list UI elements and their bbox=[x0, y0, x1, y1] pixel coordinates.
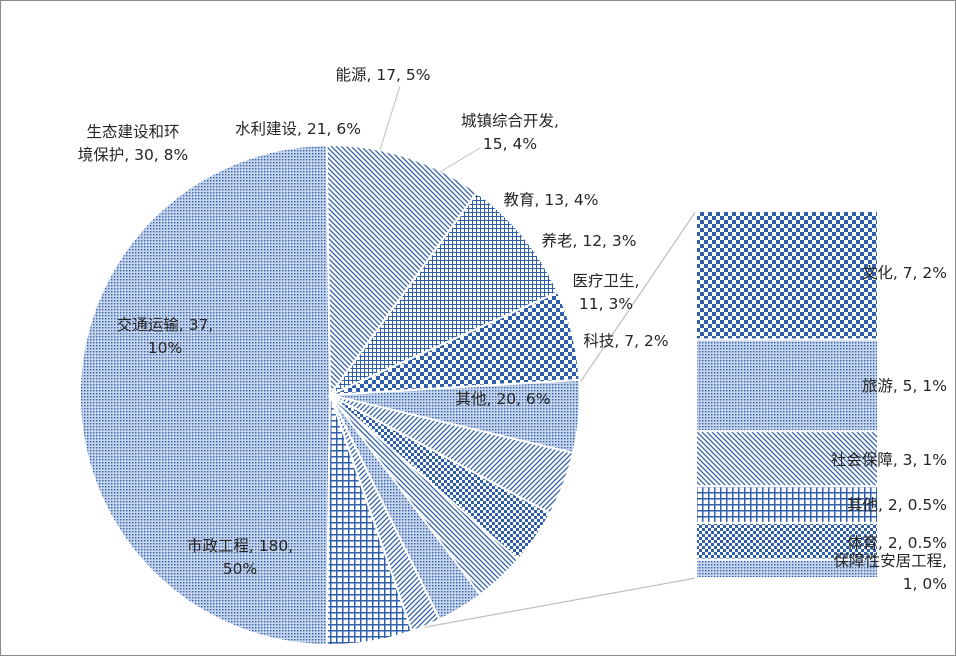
data-labels: 市政工程, 180, 50% 交通运输, 37, 10% 生态建设和环境保护, 30, … bbox=[78, 66, 947, 593]
secondary-bar-segments bbox=[695, 210, 879, 580]
bar-label-5: 体育, 2, 0.5% bbox=[847, 534, 947, 552]
leader-line-5 bbox=[379, 85, 401, 151]
pie-slice-2 bbox=[325, 144, 479, 399]
bar-label-4: 其他, 2, 0.5% bbox=[847, 496, 947, 514]
pie-slice-1 bbox=[78, 144, 332, 646]
bar-label-6: 保障性安居工程, 1, 0% bbox=[834, 552, 947, 593]
leader-line-6 bbox=[439, 147, 481, 173]
label-e5b882e694bfe5b7a5e7a88b: 市政工程, 180, 50% bbox=[187, 537, 293, 578]
bar-label-1: 文化, 7, 2% bbox=[862, 264, 947, 282]
bar-label-3: 社会保障, 3, 1% bbox=[831, 451, 947, 469]
pie-slices bbox=[78, 144, 581, 646]
label-e58cbbe79697e58dabe7949f: 医疗卫生, 11, 3% bbox=[573, 272, 640, 313]
bar-segment-6 bbox=[695, 558, 879, 580]
label-e59f8ee99587e7bbbce59088: 城镇综合开发, 15, 4% bbox=[461, 112, 559, 153]
label-e585bbe88081: 养老, 12, 3% bbox=[541, 232, 636, 250]
bar-label-2: 旅游, 5, 1% bbox=[862, 377, 947, 395]
label-e7a791e68a80: 科技, 7, 2% bbox=[583, 332, 668, 350]
pie-slice-3 bbox=[326, 191, 560, 398]
bar-segment-3 bbox=[695, 430, 879, 488]
pie-slice-11 bbox=[325, 394, 414, 646]
label-e69599e882b2: 教育, 13, 4% bbox=[503, 191, 598, 209]
label-e585b6e4bb96: 其他, 20, 6% bbox=[455, 390, 550, 408]
label-e7949fe68081e5bbbae8aebe: 生态建设和环境保护, 30, 8% bbox=[78, 123, 189, 164]
label-e4baa4e9809ae8bf90e8be93: 交通运输, 37, 10% bbox=[117, 316, 214, 357]
bar-segment-2 bbox=[695, 338, 879, 433]
label-e883bde6ba90: 能源, 17, 5% bbox=[335, 66, 430, 84]
label-leader-lines bbox=[379, 85, 481, 173]
bar-segment-1 bbox=[695, 210, 879, 341]
bar-segment-5 bbox=[695, 521, 879, 561]
label-e6b0b4e588a9e5bbbae8aebe: 水利建设, 21, 6% bbox=[235, 120, 361, 138]
